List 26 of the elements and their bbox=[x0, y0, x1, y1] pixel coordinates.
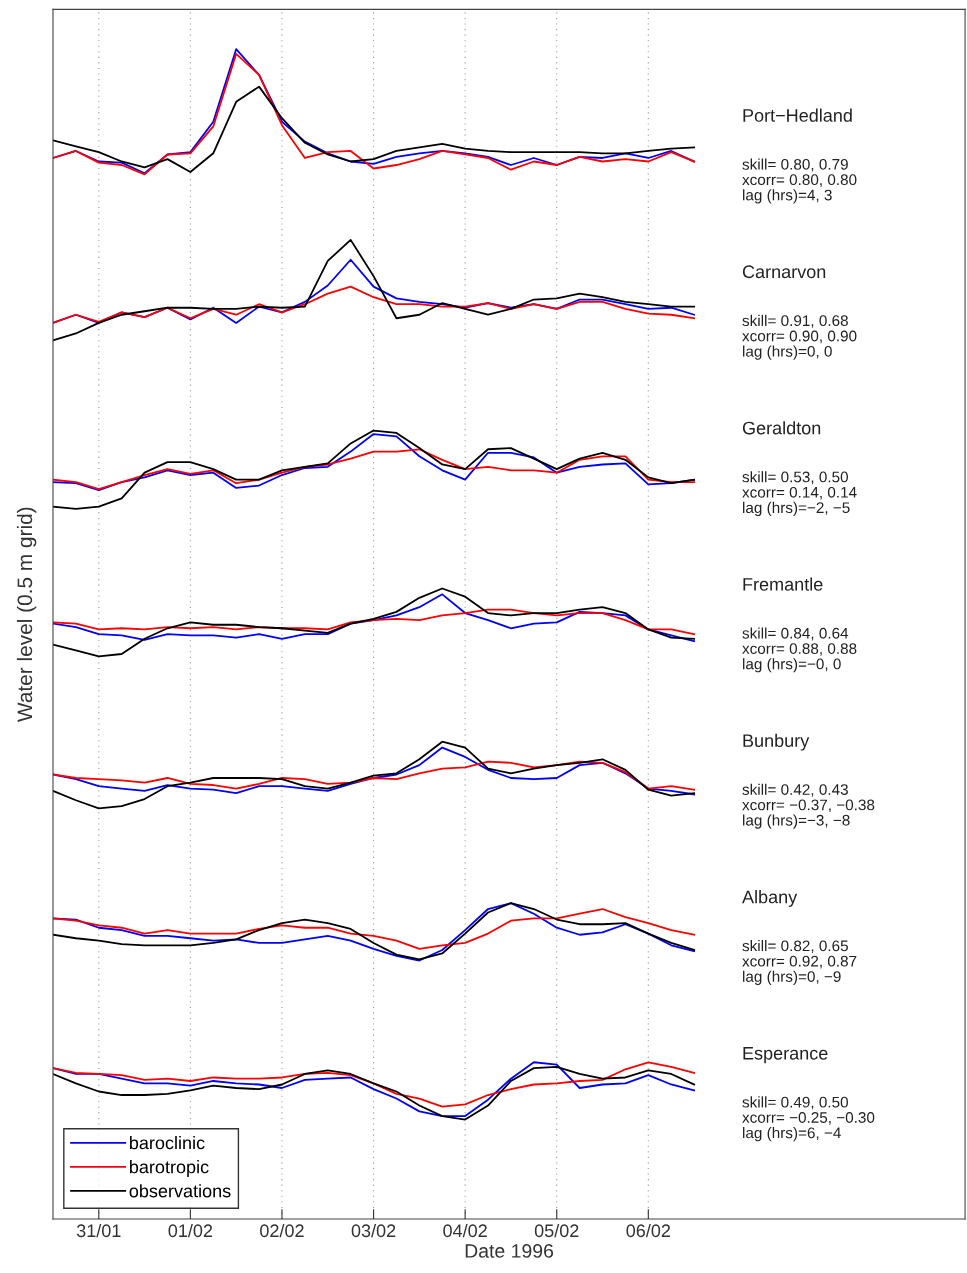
annotation: skill= 0.42, 0.43 xcorr= −0.37, −0.38 lag (hrs)=−3, −8 bbox=[742, 783, 875, 829]
x-tick-label: 05/02 bbox=[534, 1223, 579, 1238]
annotation: Carnarvon bbox=[742, 265, 826, 279]
x-tick-label: 04/02 bbox=[443, 1223, 487, 1238]
legend-label: observations bbox=[129, 1184, 231, 1198]
annotation: skill= 0.53, 0.50 xcorr= 0.14, 0.14 lag (hrs)=−2, −5 bbox=[742, 471, 857, 517]
annotation: skill= 0.80, 0.79 xcorr= 0.80, 0.80 lag (hrs)=4, 3 bbox=[742, 158, 857, 204]
annotation: Fremantle bbox=[743, 577, 823, 591]
legend-label: barotropic bbox=[129, 1160, 209, 1177]
x-tick-label: 02/02 bbox=[260, 1223, 304, 1238]
annotation: Bunbury bbox=[743, 733, 810, 751]
x-tick-label: 03/02 bbox=[351, 1223, 396, 1238]
annotation: skill= 0.49, 0.50 xcorr= −0.25, −0.30 lag (hrs)=6, −4 bbox=[742, 1096, 875, 1142]
x-axis-title: Date 1996 bbox=[465, 1244, 554, 1258]
annotation: Geraldton bbox=[742, 421, 821, 435]
annotation: Albany bbox=[742, 890, 798, 907]
x-tick-label: 01/02 bbox=[168, 1223, 213, 1238]
annotation: skill= 0.84, 0.64 xcorr= 0.88, 0.88 lag (hrs)=−0, 0 bbox=[742, 627, 857, 673]
legend-label: baroclinic bbox=[129, 1136, 205, 1150]
x-tick-label: 06/02 bbox=[626, 1223, 671, 1238]
annotation: Port−Hedland bbox=[743, 108, 852, 122]
annotation: skill= 0.82, 0.65 xcorr= 0.92, 0.87 lag (hrs)=0, −9 bbox=[742, 940, 857, 985]
x-tick-label: 31/01 bbox=[76, 1223, 121, 1238]
y-axis-title: Water level (0.5 m grid) bbox=[16, 507, 37, 722]
annotation: Esperance bbox=[743, 1047, 828, 1064]
annotation: skill= 0.91, 0.68 xcorr= 0.90, 0.90 lag (hrs)=0, 0 bbox=[742, 314, 857, 360]
